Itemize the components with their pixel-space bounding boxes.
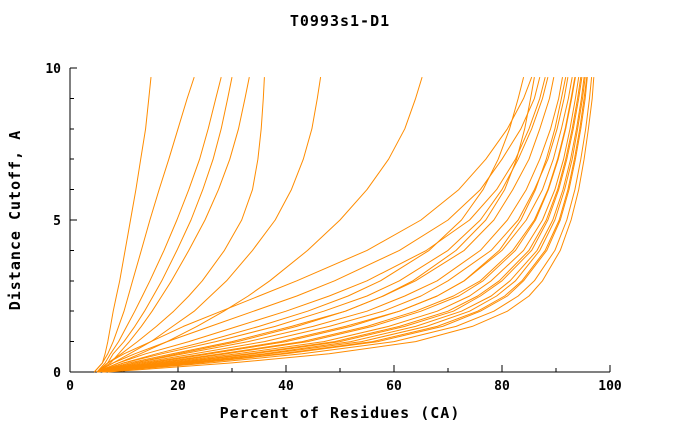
model-curve (96, 77, 569, 373)
model-curve (96, 77, 265, 373)
model-curve (102, 77, 588, 373)
model-curve (96, 77, 250, 373)
x-tick-label: 80 (494, 379, 510, 394)
model-curve (96, 76, 541, 373)
x-tick-label: 40 (278, 379, 294, 394)
model-curve (96, 77, 576, 373)
chart-title: T0993s1-D1 (289, 12, 391, 30)
x-tick-label: 60 (386, 379, 402, 394)
model-curve (96, 77, 567, 373)
y-tick-label: 10 (45, 62, 61, 77)
model-curve (96, 77, 586, 373)
model-curve (102, 77, 585, 373)
model-curve (96, 77, 563, 373)
x-tick-label: 20 (170, 379, 186, 394)
model-curve (96, 77, 580, 373)
model-curve (102, 77, 593, 373)
model-curve (96, 76, 222, 373)
model-curve (96, 77, 583, 373)
x-tick-label: 0 (66, 379, 74, 394)
model-curve (107, 77, 595, 373)
model-curve (96, 76, 525, 373)
model-curve (96, 77, 535, 373)
model-curve (96, 76, 423, 373)
model-curve (96, 76, 533, 373)
model-curve (93, 76, 195, 373)
model-curve (96, 77, 576, 373)
model-curve (96, 77, 555, 373)
y-tick-label: 5 (53, 214, 61, 229)
model-curve (93, 77, 152, 373)
model-curve (96, 77, 582, 373)
x-axis-label: Percent of Residues (CA) (219, 404, 461, 422)
model-curve (96, 77, 322, 373)
y-tick-label: 0 (53, 366, 61, 381)
model-curve (102, 77, 588, 373)
model-curve (96, 76, 549, 373)
model-curve (96, 77, 233, 373)
model-curve (96, 76, 546, 373)
x-tick-label: 100 (598, 379, 622, 394)
